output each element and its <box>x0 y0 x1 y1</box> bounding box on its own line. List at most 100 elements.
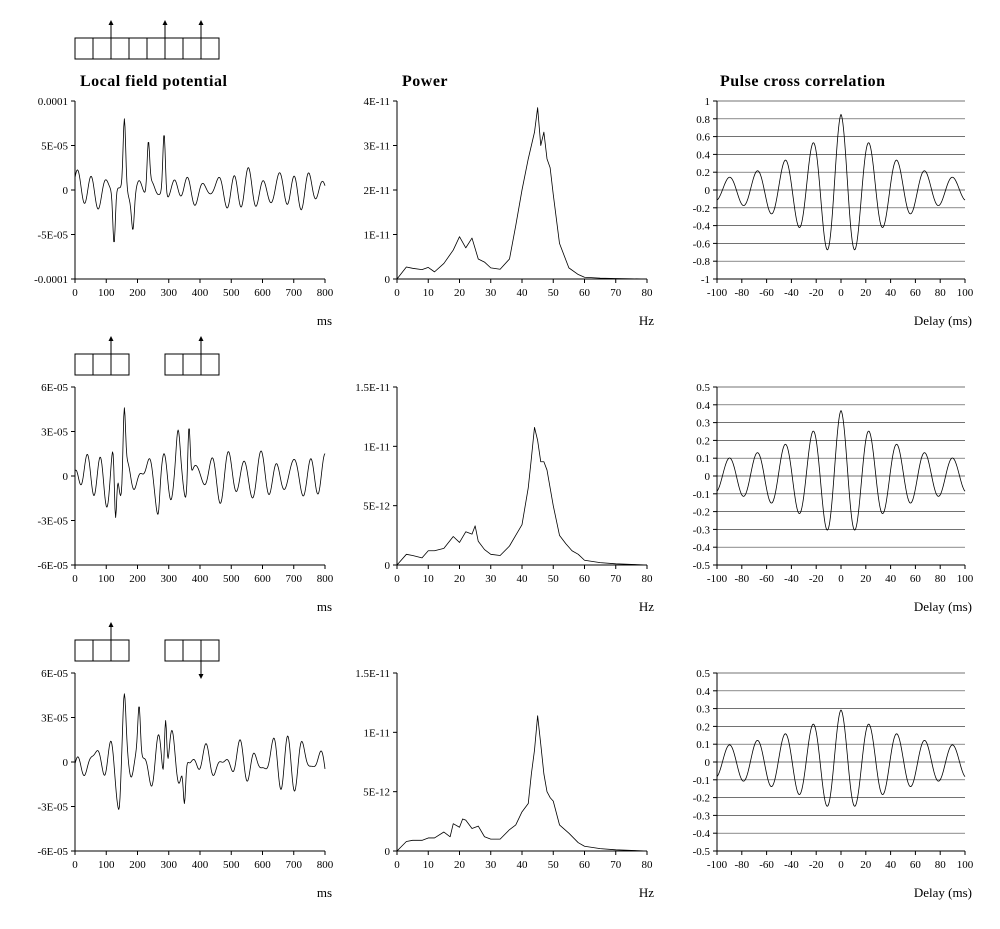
corr-3-x-tick-label: -20 <box>809 859 824 871</box>
lfp-2-y-tick-label: 6E-05 <box>41 382 68 394</box>
corr-1-x-unit-label: Delay (ms) <box>914 313 972 328</box>
lfp-3-chart: -6E-05 -3E-05 0 3E-05 6E-05 0 100 200 300 400 500 6… <box>37 668 333 900</box>
corr-3-y-tick-label: -0.2 <box>693 793 710 805</box>
lfp-2-y-tick-label: 0 <box>63 471 69 483</box>
corr-1-chart: -1-0.8-0.6-0.4-0.200.20.40.60.81-100 -80-… <box>693 96 974 328</box>
lfp-2-series-line <box>74 407 326 518</box>
corr-2-x-tick-label: 20 <box>860 573 872 585</box>
corr-2-y-tick-label: -0.3 <box>693 524 711 536</box>
power-2-x-tick-label: 20 <box>454 573 466 585</box>
arrow-down-icon <box>198 650 204 679</box>
corr-3-x-tick-label: 20 <box>860 859 872 871</box>
lfp-2-x-tick-label: 0 <box>72 573 78 585</box>
power-1-x-tick-label: 50 <box>548 287 560 299</box>
lfp-1-x-unit-label: ms <box>317 313 332 328</box>
corr-3-y-tick-label: -0.3 <box>693 810 711 822</box>
lfp-3-x-tick-label: 100 <box>98 859 115 871</box>
power-column-title: Power <box>402 73 448 90</box>
power-2-chart: 0 5E-12 1E-11 1.5E-11 0 10 20 30 40 50 60 70 80 Hz <box>355 382 654 614</box>
lfp-3-y-tick-label: -3E-05 <box>37 802 68 814</box>
lfp-1-x-tick-label: 200 <box>129 287 146 299</box>
corr-1-y-tick-label: 0.6 <box>696 132 710 144</box>
corr-1-y-tick-label: -0.4 <box>693 221 711 233</box>
corr-1-x-tick-label: 40 <box>885 287 897 299</box>
lfp-3-y-tick-label: -6E-05 <box>37 846 68 858</box>
lfp-1-y-tick-label: -0.0001 <box>34 274 68 286</box>
corr-3-x-tick-label: 0 <box>838 859 844 871</box>
lfp-1-y-tick-label: 0 <box>63 185 69 197</box>
diag-3-group <box>74 622 130 662</box>
power-3-x-tick-label: 50 <box>548 859 560 871</box>
corr-3-y-tick-label: 0.1 <box>696 739 710 751</box>
corr-2-x-tick-label: 80 <box>935 573 947 585</box>
lfp-1-x-tick-label: 500 <box>223 287 240 299</box>
power-1-x-tick-label: 60 <box>579 287 591 299</box>
lfp-1-x-tick-label: 400 <box>192 287 209 299</box>
corr-2-x-tick-label: -40 <box>784 573 799 585</box>
power-2-x-tick-label: 40 <box>517 573 529 585</box>
power-3-y-tick-label: 1.5E-11 <box>355 668 390 680</box>
power-2-x-tick-label: 30 <box>485 573 497 585</box>
corr-1-x-tick-label: 80 <box>935 287 947 299</box>
lfp-1-x-tick-label: 0 <box>72 287 78 299</box>
power-1-y-tick-label: 1E-11 <box>364 230 390 242</box>
corr-3-x-tick-label: -80 <box>734 859 749 871</box>
lfp-3-x-unit-label: ms <box>317 885 332 900</box>
corr-1-x-tick-label: 100 <box>957 287 974 299</box>
power-3-x-tick-label: 30 <box>485 859 497 871</box>
power-2-y-tick-label: 5E-12 <box>363 501 390 513</box>
lfp-3-y-tick-label: 0 <box>63 757 69 769</box>
corr-1-y-tick-label: -1 <box>701 274 710 286</box>
lfp-1-x-tick-label: 100 <box>98 287 115 299</box>
lfp-2-y-tick-label: -3E-05 <box>37 516 68 528</box>
corr-2-x-tick-label: -80 <box>734 573 749 585</box>
lfp-3-x-tick-label: 600 <box>254 859 271 871</box>
power-2-series-line <box>396 426 648 566</box>
power-1-x-tick-label: 10 <box>423 287 435 299</box>
power-1-x-tick-label: 80 <box>642 287 654 299</box>
corr-3-x-tick-label: 40 <box>885 859 897 871</box>
lfp-3-x-tick-label: 0 <box>72 859 78 871</box>
power-3-chart: 0 5E-12 1E-11 1.5E-11 0 10 20 30 40 50 60 70 80 Hz <box>355 668 654 900</box>
diag-2-cell <box>164 353 184 376</box>
corr-2-x-tick-label: 0 <box>838 573 844 585</box>
corr-2-x-tick-label: -20 <box>809 573 824 585</box>
power-3-x-tick-label: 10 <box>423 859 435 871</box>
diag-3-cell <box>200 639 220 662</box>
corr-2-x-tick-label: -100 <box>707 573 728 585</box>
diag-1-cell <box>200 37 220 60</box>
power-2-y-tick-label: 1.5E-11 <box>355 382 390 394</box>
lfp-2-chart: -6E-05 -3E-05 0 3E-05 6E-05 0 100 200 300 400 500 6… <box>37 382 333 614</box>
corr-2-x-tick-label: 40 <box>885 573 897 585</box>
corr-3-y-tick-label: 0 <box>705 757 711 769</box>
corr-3-y-tick-label: 0.5 <box>696 668 710 680</box>
diag-3-cell <box>74 639 94 662</box>
corr-1-x-tick-label: 20 <box>860 287 872 299</box>
diag-1-group <box>74 20 220 60</box>
power-2-x-unit-label: Hz <box>639 599 654 614</box>
corr-2-y-tick-label: 0.1 <box>696 453 710 465</box>
diagrams-layer <box>74 20 220 679</box>
corr-3-series-line <box>716 709 966 807</box>
lfp-2-x-tick-label: 500 <box>223 573 240 585</box>
lfp-1-x-tick-label: 300 <box>161 287 178 299</box>
power-1-x-tick-label: 40 <box>517 287 529 299</box>
corr-1-y-tick-label: 0 <box>705 185 711 197</box>
diag-1-cell <box>74 37 94 60</box>
corr-2-y-tick-label: -0.4 <box>693 542 711 554</box>
corr-3-y-tick-label: -0.5 <box>693 846 711 858</box>
lfp-1-y-tick-label: 0.0001 <box>38 96 68 108</box>
corr-2-y-tick-label: -0.5 <box>693 560 711 572</box>
corr-1-y-tick-label: -0.2 <box>693 203 710 215</box>
corr-3-x-tick-label: 80 <box>935 859 947 871</box>
diag-2-cell <box>110 353 130 376</box>
corr-2-y-tick-label: -0.1 <box>693 489 710 501</box>
power-1-x-tick-label: 70 <box>610 287 622 299</box>
power-3-x-tick-label: 40 <box>517 859 529 871</box>
corr-1-y-tick-label: 0.8 <box>696 114 710 126</box>
power-1-x-tick-label: 0 <box>394 287 400 299</box>
corr-2-x-tick-label: -60 <box>759 573 774 585</box>
power-2-x-tick-label: 10 <box>423 573 435 585</box>
